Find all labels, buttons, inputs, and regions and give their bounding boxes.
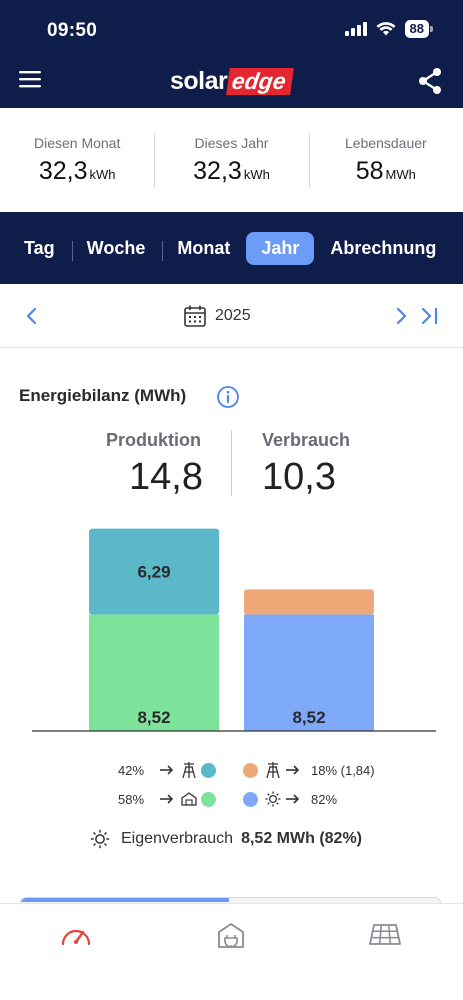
legend-production-grid: 42% bbox=[118, 761, 217, 779]
app-header: 09:50 88 solar edge bbox=[0, 0, 463, 108]
stat-lifetime: Lebensdauer 58 MWh bbox=[308, 108, 463, 212]
bottom-navigation bbox=[0, 903, 463, 1000]
legend-dot bbox=[243, 791, 258, 807]
date-picker[interactable]: 2025 bbox=[183, 304, 251, 328]
house-icon bbox=[181, 792, 197, 806]
production-label: Produktion bbox=[106, 430, 201, 450]
battery-indicator: 88 bbox=[404, 20, 433, 38]
dashboard-gauge-icon[interactable] bbox=[58, 920, 94, 950]
bar-segment-produktion-0 bbox=[89, 614, 219, 731]
secondary-tab-strip[interactable] bbox=[20, 897, 441, 905]
tab-week[interactable]: Woche bbox=[77, 232, 164, 265]
self-consumption-label: Eigenverbrauch bbox=[121, 830, 234, 847]
secondary-tab-indicator bbox=[21, 898, 229, 902]
stat-label: Lebensdauer bbox=[344, 135, 427, 151]
selected-year: 2025 bbox=[215, 307, 251, 324]
stat-value: 58 MWh bbox=[309, 157, 463, 186]
sun-icon bbox=[90, 829, 110, 849]
legend-percent: 82% bbox=[311, 791, 338, 807]
tab-billing[interactable]: Abrechnung bbox=[330, 237, 437, 258]
consumption-value: 10,3 bbox=[262, 456, 336, 498]
battery-level: 88 bbox=[404, 20, 429, 38]
chevron-right-icon[interactable] bbox=[393, 306, 409, 326]
hamburger-menu-icon[interactable] bbox=[18, 69, 42, 89]
stat-unit: kWh bbox=[89, 167, 116, 182]
house-plug-icon[interactable] bbox=[213, 920, 249, 950]
solar-panel-icon[interactable] bbox=[367, 920, 403, 950]
energy-balance-chart: 8,52 6,29 8,52 bbox=[32, 528, 436, 732]
battery-tip bbox=[430, 26, 433, 32]
stat-label: Dieses Jahr bbox=[194, 135, 269, 151]
bar-data-label: 8,52 bbox=[292, 708, 325, 727]
chevron-left-icon[interactable] bbox=[24, 306, 40, 326]
status-time: 09:50 bbox=[47, 20, 98, 41]
bar-data-label: 8,52 bbox=[137, 708, 170, 727]
logo-edge-text: edge bbox=[226, 67, 294, 95]
grid-icon bbox=[182, 762, 196, 779]
solaredge-logo: solar edge bbox=[170, 66, 294, 96]
legend-consumption-grid: 18% (1,84) bbox=[243, 761, 375, 779]
legend-percent: 42% bbox=[118, 762, 145, 778]
stat-this-year: Dieses Jahr 32,3 kWh bbox=[154, 108, 308, 212]
calendar-icon bbox=[184, 305, 206, 327]
logo-solar-text: solar bbox=[170, 66, 228, 95]
legend-dot bbox=[243, 762, 258, 778]
stat-number: 32,3 bbox=[38, 157, 88, 185]
info-icon[interactable] bbox=[216, 385, 240, 409]
tab-month[interactable]: Monat bbox=[177, 237, 231, 258]
stat-this-month: Diesen Monat 32,3 kWh bbox=[0, 108, 154, 212]
share-icon[interactable] bbox=[417, 67, 443, 95]
stat-label: Diesen Monat bbox=[33, 135, 121, 151]
energy-summary: Diesen Monat 32,3 kWh Dieses Jahr 32,3 kWh… bbox=[0, 108, 463, 212]
consumption-label: Verbrauch bbox=[262, 430, 351, 450]
kpi-divider bbox=[231, 430, 232, 496]
bar-segment-verbrauch-1 bbox=[244, 589, 374, 615]
bar-segment-verbrauch-0 bbox=[244, 614, 374, 731]
cellular-signal-icon bbox=[344, 22, 367, 36]
production-value: 14,8 bbox=[129, 456, 203, 498]
arrow-right-icon bbox=[160, 765, 174, 775]
legend-production-home: 58% bbox=[118, 790, 217, 808]
self-consumption: Eigenverbrauch 8,52 MWh (82%) bbox=[89, 828, 362, 850]
legend-percent: 58% bbox=[118, 791, 145, 807]
stat-value: 32,3 kWh bbox=[0, 157, 154, 186]
stat-unit: MWh bbox=[385, 167, 416, 182]
stat-value: 32,3 kWh bbox=[154, 157, 308, 186]
tab-day[interactable]: Tag bbox=[14, 232, 73, 265]
grid-icon bbox=[266, 762, 280, 779]
self-consumption-value: 8,52 MWh (82%) bbox=[241, 830, 362, 847]
status-icons: 88 bbox=[344, 20, 433, 38]
date-navigator: 2025 bbox=[0, 284, 463, 348]
legend-dot bbox=[201, 762, 217, 778]
arrow-right-icon bbox=[286, 794, 300, 804]
legend-dot bbox=[201, 791, 217, 807]
stat-number: 32,3 bbox=[193, 157, 242, 185]
arrow-right-icon bbox=[286, 765, 300, 775]
sun-icon bbox=[265, 791, 281, 807]
tab-year[interactable]: Jahr bbox=[246, 231, 315, 265]
wifi-icon bbox=[376, 22, 396, 36]
period-tabs: Tag Woche Monat Jahr Abrechnung bbox=[0, 212, 463, 284]
bar-segment-produktion-1 bbox=[89, 528, 219, 615]
stat-unit: kWh bbox=[243, 167, 270, 182]
legend-consumption-solar: 82% bbox=[243, 790, 337, 808]
skip-to-end-icon[interactable] bbox=[419, 306, 441, 326]
stat-number: 58 bbox=[355, 157, 384, 185]
energy-balance-title: Energiebilanz (MWh) bbox=[19, 386, 187, 405]
legend-percent: 18% (1,84) bbox=[311, 762, 375, 778]
bar-data-label: 6,29 bbox=[137, 563, 170, 582]
arrow-right-icon bbox=[160, 794, 174, 804]
